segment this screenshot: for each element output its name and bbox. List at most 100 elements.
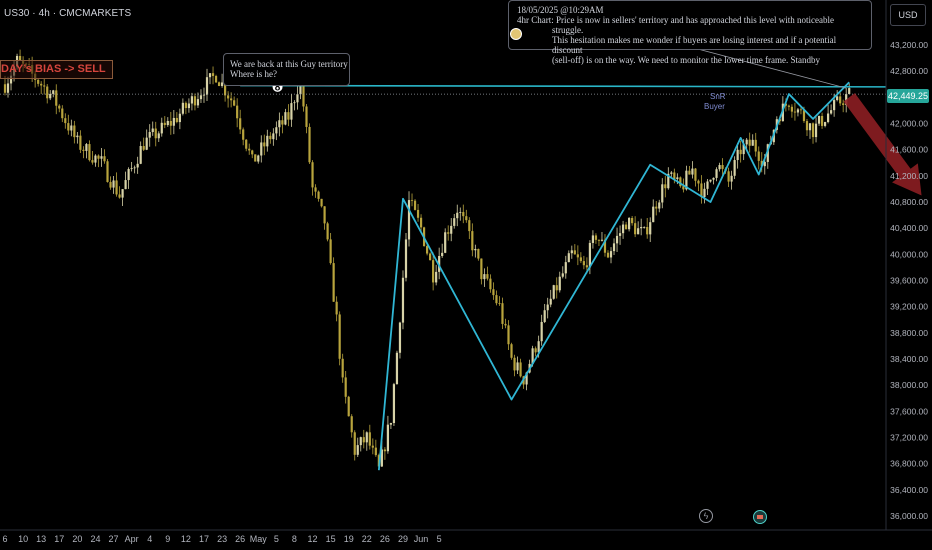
time-tick-label: 6 bbox=[2, 534, 7, 544]
time-tick-label: 26 bbox=[380, 534, 390, 544]
time-tick-label: 27 bbox=[109, 534, 119, 544]
candle-body bbox=[585, 265, 588, 268]
time-tick-label: 9 bbox=[165, 534, 170, 544]
sell-projection-arrow bbox=[843, 93, 922, 196]
currency-button[interactable]: USD bbox=[890, 4, 926, 26]
candle-body bbox=[754, 139, 757, 152]
buyer-label: Buyer bbox=[704, 102, 725, 111]
candle-body bbox=[103, 156, 106, 162]
candle-body bbox=[362, 437, 365, 443]
candle-body bbox=[429, 253, 432, 261]
candle-body bbox=[426, 246, 429, 254]
candle-body bbox=[163, 122, 166, 126]
candle-body bbox=[760, 160, 763, 167]
candle-body bbox=[845, 94, 848, 105]
candle-body bbox=[392, 384, 396, 424]
candle-body bbox=[715, 169, 718, 178]
candle-body bbox=[634, 223, 637, 235]
candle-body bbox=[456, 212, 459, 219]
candle-body bbox=[148, 132, 151, 138]
candle-body bbox=[115, 180, 118, 195]
lightning-event-icon[interactable]: ϟ bbox=[699, 509, 713, 523]
price-tick-label: 36,400.00 bbox=[890, 485, 928, 495]
candle-body bbox=[242, 129, 245, 140]
candle-body bbox=[564, 262, 567, 274]
price-tick-label: 41,200.00 bbox=[890, 171, 928, 181]
note-callout-left[interactable]: We are back at this Guy territory Where … bbox=[223, 53, 350, 86]
candle-body bbox=[260, 142, 263, 156]
candle-body bbox=[308, 126, 311, 163]
price-tick-label: 37,600.00 bbox=[890, 406, 928, 416]
candle-body bbox=[127, 169, 130, 181]
candle-body bbox=[646, 226, 649, 235]
price-tick-label: 41,600.00 bbox=[890, 145, 928, 155]
note-timestamp: 18/05/2025 @10:29AM bbox=[517, 5, 604, 15]
note-callout-right[interactable]: 18/05/2025 @10:29AM 4hr Chart: Price is … bbox=[508, 0, 872, 65]
candle-body bbox=[664, 184, 667, 189]
candle-body bbox=[558, 276, 561, 291]
candle-body bbox=[275, 127, 278, 134]
candle-body bbox=[468, 220, 471, 232]
candle-body bbox=[802, 110, 806, 122]
candle-body bbox=[386, 424, 390, 452]
time-tick-label: 19 bbox=[344, 534, 354, 544]
time-tick-label: 13 bbox=[36, 534, 46, 544]
candle-body bbox=[133, 167, 136, 169]
candle-body bbox=[305, 106, 308, 127]
candle-body bbox=[46, 86, 49, 99]
candle-body bbox=[848, 88, 851, 95]
candle-body bbox=[3, 84, 7, 93]
candle-body bbox=[419, 217, 423, 228]
candle-body bbox=[214, 75, 218, 83]
country-flag-event-icon[interactable] bbox=[753, 510, 767, 524]
candle-body bbox=[233, 100, 236, 106]
time-tick-label: 12 bbox=[181, 534, 191, 544]
candle-body bbox=[290, 103, 293, 120]
candle-body bbox=[208, 73, 212, 78]
candle-body bbox=[347, 396, 350, 417]
candle-body bbox=[805, 121, 809, 131]
candle-body bbox=[811, 123, 815, 138]
candle-body bbox=[73, 125, 76, 138]
candle-body bbox=[67, 123, 70, 131]
note-line: 4hr Chart: Price is now in sellers' terr… bbox=[517, 15, 835, 35]
candle-body bbox=[480, 258, 483, 280]
candle-body bbox=[597, 239, 601, 241]
bias-label[interactable]: DAY’s BIAS -> SELL bbox=[0, 60, 113, 79]
candle-body bbox=[836, 96, 839, 101]
candle-body bbox=[649, 222, 652, 235]
candle-body bbox=[658, 202, 661, 209]
candle-body bbox=[757, 151, 760, 161]
candle-body bbox=[284, 112, 287, 125]
candle-body bbox=[465, 216, 468, 221]
time-tick-label: 20 bbox=[72, 534, 82, 544]
candle-body bbox=[507, 325, 510, 345]
price-tick-label: 39,200.00 bbox=[890, 302, 928, 312]
candle-body bbox=[441, 252, 444, 256]
candle-body bbox=[736, 149, 739, 161]
candle-body bbox=[787, 105, 790, 107]
candle-body bbox=[317, 191, 320, 199]
candle-body bbox=[603, 239, 607, 253]
candle-body bbox=[37, 79, 40, 84]
candle-body bbox=[706, 181, 709, 189]
candle-body bbox=[49, 93, 52, 99]
candle-body bbox=[383, 449, 386, 452]
candle-body bbox=[181, 102, 184, 114]
candle-body bbox=[459, 212, 462, 213]
candle-body bbox=[187, 103, 191, 109]
candle-body bbox=[450, 225, 453, 234]
candle-body bbox=[323, 206, 326, 224]
candle-body bbox=[344, 377, 347, 397]
candle-body bbox=[820, 116, 824, 126]
candle-body bbox=[61, 108, 64, 119]
candle-body bbox=[748, 139, 751, 146]
candle-body bbox=[793, 111, 797, 113]
candle-body bbox=[82, 149, 85, 151]
time-tick-label: 12 bbox=[308, 534, 318, 544]
candle-body bbox=[718, 165, 721, 170]
candle-body bbox=[495, 295, 498, 304]
author-avatar-icon[interactable] bbox=[510, 28, 522, 40]
time-tick-label: 4 bbox=[147, 534, 152, 544]
